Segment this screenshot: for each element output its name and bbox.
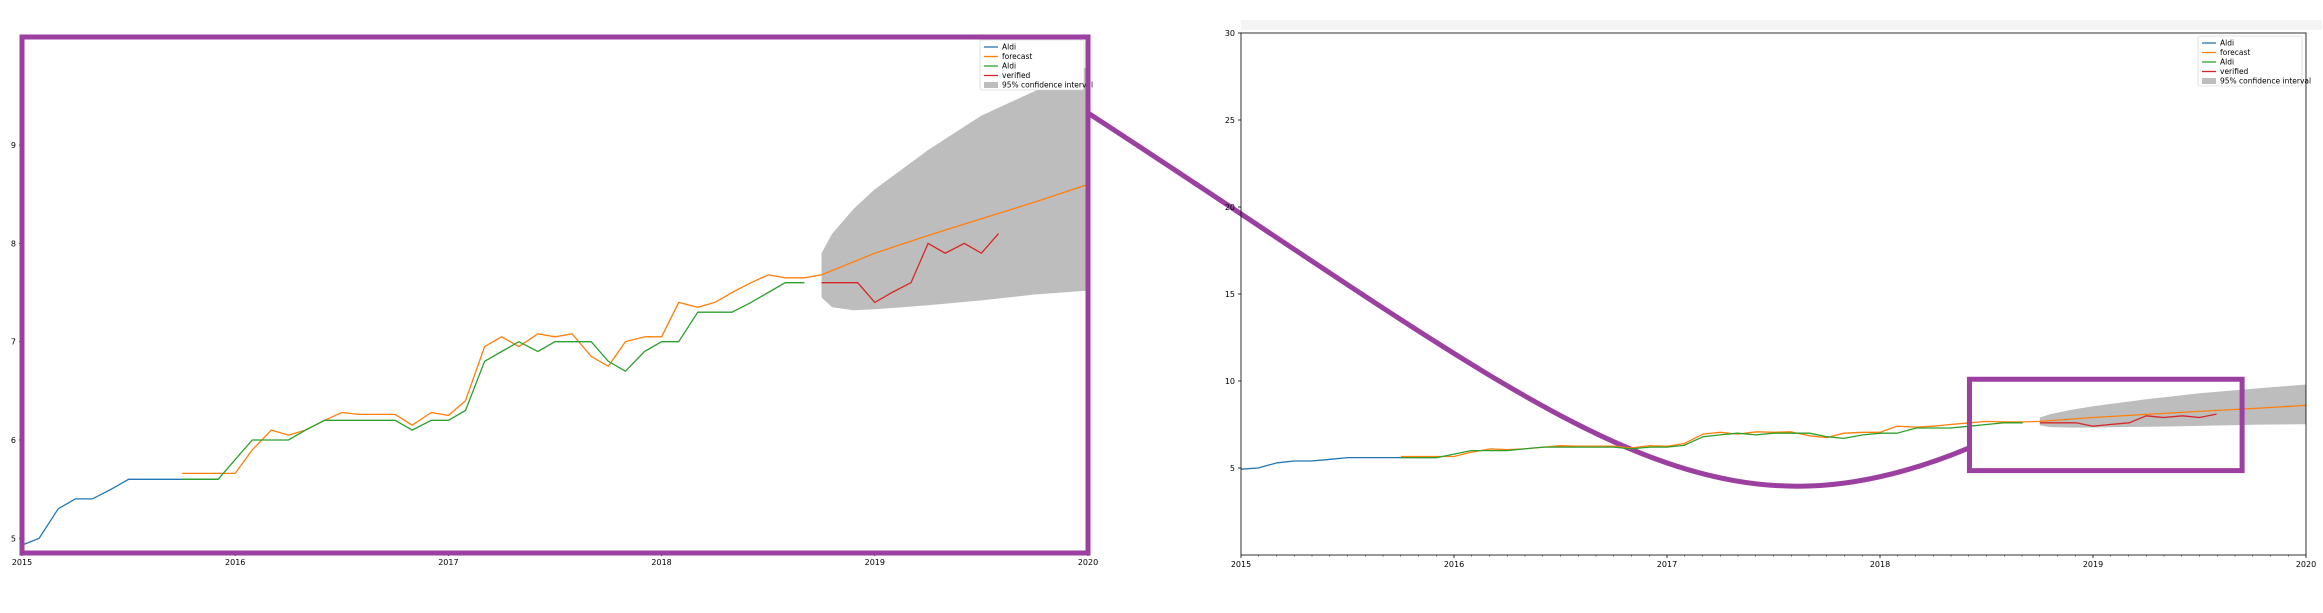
- x-tick-label: 2016: [1444, 560, 1464, 569]
- legend-label: 95% confidence interval: [1002, 81, 1093, 90]
- x-tick-label: 2015: [12, 558, 32, 567]
- confidence-interval-band: [2039, 384, 2306, 428]
- y-tick-label: 5: [11, 534, 16, 543]
- zoomed-panel-highlight-frame: [19, 34, 1091, 556]
- series-line-3-verified: [821, 233, 999, 304]
- y-tick-label: 30: [1225, 29, 1235, 38]
- legend-box: [979, 39, 1085, 91]
- y-tick-label: 25: [1225, 116, 1235, 125]
- x-tick-label: 2019: [2083, 560, 2103, 569]
- series-line-3-verified: [2039, 413, 2217, 427]
- zoom-region-highlight-box: [1966, 376, 2245, 474]
- legend-swatch-band: [2202, 78, 2216, 84]
- y-tick-label: 10: [1225, 377, 1235, 386]
- legend-label: forecast: [1002, 52, 1032, 61]
- y-tick-label: 15: [1225, 290, 1235, 299]
- zoomed-chart-panel: 2015 2016 2017 2018 2019 2020 5 6 7 8 9 Aldiforecas…: [11, 34, 1098, 567]
- x-tick-label: 2017: [1657, 560, 1677, 569]
- y-tick-label: 9: [11, 141, 16, 150]
- x-tick-label: 2018: [1870, 560, 1890, 569]
- x-tick-label: 2020: [1078, 558, 1098, 567]
- series-line-1-forecast: [181, 183, 1088, 475]
- x-tick-label: 2018: [651, 558, 671, 567]
- legend-label: verified: [2220, 67, 2249, 76]
- x-tick-label: 2019: [865, 558, 885, 567]
- zoom-connector-layer: [1085, 110, 1972, 489]
- series-line-2-aldi: [1400, 422, 2023, 459]
- y-tick-label: 20: [1225, 203, 1235, 212]
- legend-label: 95% confidence interval: [2220, 77, 2311, 86]
- legend-label: verified: [1002, 71, 1031, 80]
- axes-frame: [1240, 32, 2307, 556]
- series-line-2-aldi: [181, 282, 805, 480]
- x-tick-label: 2017: [438, 558, 458, 567]
- x-tick-label: 2020: [2296, 560, 2316, 569]
- y-tick-label: 8: [11, 239, 16, 248]
- overview-chart-panel: 2015 2016 2017 2018 2019 2020 5 10 15 20 25 30 Aldif…: [1225, 20, 2322, 569]
- y-tick-label: 7: [11, 338, 16, 347]
- series-line-1-forecast: [1400, 404, 2306, 458]
- y-tick-label: 6: [11, 436, 16, 445]
- legend-label: Aldi: [2220, 58, 2234, 67]
- legend-label: Aldi: [2220, 39, 2234, 48]
- legend-label: Aldi: [1002, 43, 1016, 52]
- legend-box: [2197, 35, 2303, 87]
- series-line-0-aldi: [1241, 456, 1437, 470]
- zoom-connector-curve: [1085, 110, 1972, 489]
- legend-label: Aldi: [1002, 62, 1016, 71]
- series-line-0-aldi: [22, 478, 219, 546]
- confidence-interval-band: [821, 66, 1088, 311]
- y-tick-label: 5: [1230, 464, 1235, 473]
- panel-top-strip: [1241, 20, 2322, 30]
- x-tick-label: 2015: [1231, 560, 1251, 569]
- legend-swatch-band: [984, 82, 998, 88]
- x-tick-label: 2016: [225, 558, 245, 567]
- legend-label: forecast: [2220, 48, 2250, 57]
